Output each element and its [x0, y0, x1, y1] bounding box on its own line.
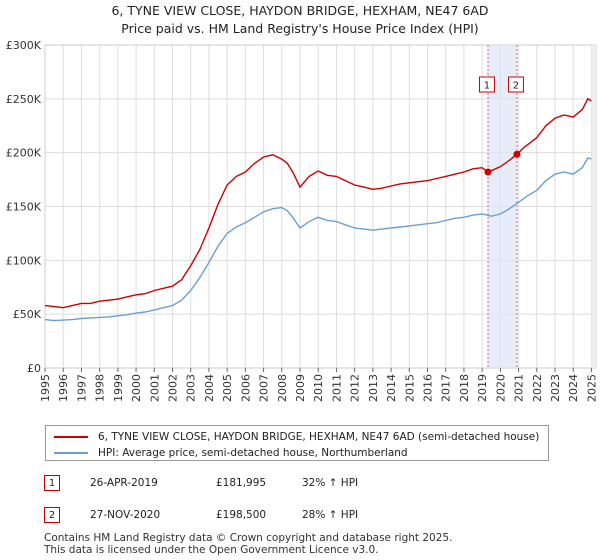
x-tick-label: 2006 — [239, 374, 252, 402]
x-tick-label: 2017 — [440, 374, 453, 402]
chart-subtitle: Price paid vs. HM Land Registry's House … — [121, 21, 479, 36]
x-tick-label: 2001 — [148, 374, 161, 402]
legend-swatch-hpi — [54, 452, 88, 454]
sale-1-point — [484, 168, 492, 176]
x-tick-label: 2023 — [549, 374, 562, 402]
sale-1-box-label: 1 — [484, 81, 490, 92]
x-tick-label: 1997 — [75, 374, 88, 402]
sale-row-2: 2 27-NOV-2020 £198,500 28% ↑ HPI — [44, 507, 564, 525]
x-tick-label: 2000 — [130, 374, 143, 402]
y-tick-label: £250K — [6, 93, 42, 106]
sale-2-box — [507, 76, 524, 93]
y-tick-label: £150K — [6, 201, 42, 214]
x-tick-label: 2018 — [458, 374, 471, 402]
x-tick-label: 2007 — [258, 374, 271, 402]
x-tick-label: 2019 — [476, 374, 489, 402]
chart-title: 6, TYNE VIEW CLOSE, HAYDON BRIDGE, HEXHA… — [111, 3, 489, 18]
x-tick-label: 2020 — [494, 374, 507, 402]
x-tick-label: 2024 — [567, 374, 580, 402]
x-tick-label: 2003 — [185, 374, 198, 402]
sale-price-1: £181,995 — [216, 477, 267, 489]
sale-date-2: 27-NOV-2020 — [90, 509, 161, 521]
property-price-line — [44, 97, 592, 309]
hpi-line — [44, 157, 592, 322]
legend-item-hpi: HPI: Average price, semi-detached house,… — [54, 445, 408, 461]
legend-label-hpi: HPI: Average price, semi-detached house,… — [98, 447, 408, 459]
legend-item-property: 6, TYNE VIEW CLOSE, HAYDON BRIDGE, HEXHA… — [54, 429, 539, 445]
x-tick-label: 2005 — [221, 374, 234, 402]
x-tick-label: 2002 — [167, 374, 180, 402]
x-tick-label: 2021 — [513, 374, 526, 402]
sale-pct-1: 32% ↑ HPI — [302, 477, 359, 489]
legend: 6, TYNE VIEW CLOSE, HAYDON BRIDGE, HEXHA… — [45, 425, 549, 461]
x-tick-label: 1996 — [57, 374, 70, 402]
legend-swatch-property — [54, 436, 88, 438]
series — [44, 97, 592, 322]
x-tick-label: 2013 — [367, 374, 380, 402]
x-tick-label: 2022 — [531, 374, 544, 402]
x-tick-label: 2014 — [385, 374, 398, 402]
x-tick-label: 2004 — [203, 374, 216, 402]
x-tick-label: 1998 — [94, 374, 107, 402]
axes: £0 £50K £100K £150K £200K £250K £300K 1995 1996 1… — [6, 39, 599, 402]
sale-2-box-label: 2 — [513, 81, 519, 92]
y-tick-label: £100K — [6, 254, 42, 267]
x-tick-label: 2012 — [349, 374, 362, 402]
legend-label-property: 6, TYNE VIEW CLOSE, HAYDON BRIDGE, HEXHA… — [98, 431, 540, 443]
y-tick-label: £200K — [6, 147, 42, 160]
y-tick-label: £300K — [6, 39, 42, 52]
x-tick-label: 1999 — [112, 374, 125, 402]
sale-1-box — [478, 76, 495, 93]
sale-row-1: 1 26-APR-2019 £181,995 32% ↑ HPI — [44, 475, 564, 493]
y-tick-label: £50K — [13, 308, 42, 321]
x-tick-label: 2016 — [422, 374, 435, 402]
sale-badge-1: 1 — [44, 475, 60, 491]
footer-copyright: Contains HM Land Registry data © Crown c… — [44, 532, 453, 544]
x-tick-label: 1995 — [39, 374, 52, 402]
sale-price-2: £198,500 — [216, 509, 267, 521]
x-tick-label: 2009 — [294, 374, 307, 402]
x-tick-label: 2015 — [403, 374, 416, 402]
footer-licence: This data is licensed under the Open Gov… — [44, 544, 379, 556]
x-tick-label: 2011 — [330, 374, 343, 402]
sale-badge-2: 2 — [44, 507, 60, 523]
projection-band — [591, 45, 596, 368]
sale-date-1: 26-APR-2019 — [90, 477, 158, 489]
sale-2-point — [513, 150, 521, 158]
x-tick-label: 2025 — [585, 374, 598, 402]
x-tick-label: 2010 — [312, 374, 325, 402]
y-tick-label: £0 — [27, 362, 41, 375]
sale-pct-2: 28% ↑ HPI — [302, 509, 359, 521]
x-tick-label: 2008 — [276, 374, 289, 402]
